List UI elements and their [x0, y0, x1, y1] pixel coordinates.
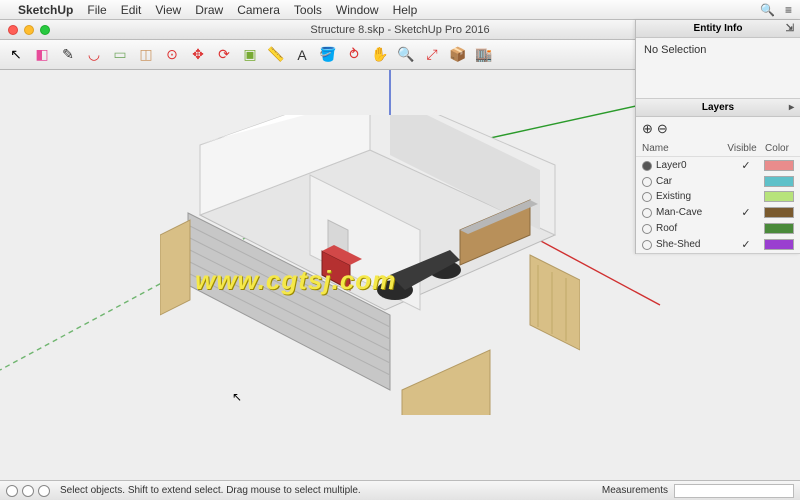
pan-tool[interactable]: ✋ — [370, 45, 390, 65]
eraser-tool[interactable]: ◧ — [32, 45, 52, 65]
layer-color-swatch[interactable] — [764, 160, 794, 171]
col-name[interactable]: Name — [642, 143, 724, 154]
menu-draw[interactable]: Draw — [195, 3, 223, 17]
layer-color-swatch[interactable] — [764, 207, 794, 218]
layer-color-swatch[interactable] — [764, 223, 794, 234]
layer-active-radio[interactable] — [642, 161, 652, 171]
layer-color-swatch[interactable] — [764, 191, 794, 202]
cursor-icon: ↖ — [232, 390, 242, 404]
layer-color-swatch[interactable] — [764, 239, 794, 250]
watermark-text: www.cgtsj.com — [195, 265, 396, 296]
layer-name[interactable]: Car — [656, 176, 728, 187]
orbit-tool[interactable]: ⥁ — [344, 45, 364, 65]
layer-active-radio[interactable] — [642, 240, 652, 250]
layer-name[interactable]: Man-Cave — [656, 207, 728, 218]
layers-columns: Name Visible Color — [636, 141, 800, 157]
layer-name[interactable]: Roof — [656, 223, 728, 234]
layer-active-radio[interactable] — [642, 208, 652, 218]
status-bar: Select objects. Shift to extend select. … — [0, 480, 800, 500]
layers-menu-icon[interactable]: ▸ — [789, 102, 794, 113]
layer-row-roof[interactable]: Roof — [636, 221, 800, 236]
push-pull-tool[interactable]: ◫ — [136, 45, 156, 65]
layer-name[interactable]: She-Shed — [656, 239, 728, 250]
app-name[interactable]: SketchUp — [18, 3, 73, 17]
layer-row-she-shed[interactable]: She-Shed✓ — [636, 236, 800, 253]
menu-help[interactable]: Help — [393, 3, 418, 17]
offset-tool[interactable]: ⊙ — [162, 45, 182, 65]
menu-window[interactable]: Window — [336, 3, 379, 17]
remove-layer-icon[interactable]: ⊖ — [657, 121, 668, 137]
layer-row-layer0[interactable]: Layer0✓ — [636, 157, 800, 174]
entity-info-body: No Selection — [636, 38, 800, 98]
pin-icon[interactable]: ⇲ — [786, 23, 794, 34]
rotate-tool[interactable]: ⟳ — [214, 45, 234, 65]
col-visible[interactable]: Visible — [724, 143, 760, 154]
menu-tools[interactable]: Tools — [294, 3, 322, 17]
search-icon[interactable]: 🔍 — [760, 3, 775, 17]
traffic-lights — [8, 25, 50, 35]
pencil-tool[interactable]: ✎ — [58, 45, 78, 65]
layer-active-radio[interactable] — [642, 192, 652, 202]
entity-info-panel: Entity Info ⇲ No Selection — [636, 20, 800, 99]
entity-info-title: Entity Info — [694, 23, 743, 34]
menu-camera[interactable]: Camera — [237, 3, 280, 17]
layer-row-existing[interactable]: Existing — [636, 189, 800, 204]
zoom-tool[interactable]: 🔍 — [396, 45, 416, 65]
layer-row-man-cave[interactable]: Man-Cave✓ — [636, 204, 800, 221]
warehouse-tool[interactable]: 🏬 — [474, 45, 494, 65]
status-geo-icon[interactable] — [6, 485, 18, 497]
add-layer-icon[interactable]: ⊕ — [642, 121, 653, 137]
layer-name[interactable]: Existing — [656, 191, 728, 202]
door-bottom — [402, 350, 490, 415]
entity-selection-text: No Selection — [644, 44, 706, 56]
menu-edit[interactable]: Edit — [121, 3, 142, 17]
layer-color-swatch[interactable] — [764, 176, 794, 187]
status-user-icon[interactable] — [22, 485, 34, 497]
layers-header[interactable]: Layers ▸ — [636, 99, 800, 117]
menu-icon[interactable]: ≡ — [785, 3, 792, 17]
mac-menubar: SketchUp File Edit View Draw Camera Tool… — [0, 0, 800, 20]
inspector-panel: Entity Info ⇲ No Selection Layers ▸ ⊕ ⊖ … — [635, 20, 800, 254]
layer-name[interactable]: Layer0 — [656, 160, 728, 171]
menu-view[interactable]: View — [155, 3, 181, 17]
components-tool[interactable]: 📦 — [448, 45, 468, 65]
door-left — [160, 220, 190, 315]
text-tool[interactable]: A — [292, 45, 312, 65]
layer-visible-checkbox[interactable]: ✓ — [728, 159, 764, 172]
rectangle-tool[interactable]: ▭ — [110, 45, 130, 65]
status-hint: Select objects. Shift to extend select. … — [60, 485, 361, 496]
layers-title: Layers — [702, 102, 734, 113]
col-color[interactable]: Color — [760, 143, 794, 154]
move-tool[interactable]: ✥ — [188, 45, 208, 65]
close-button[interactable] — [8, 25, 18, 35]
tape-tool[interactable]: 📏 — [266, 45, 286, 65]
maximize-button[interactable] — [40, 25, 50, 35]
minimize-button[interactable] — [24, 25, 34, 35]
select-arrow-tool[interactable]: ↖ — [6, 45, 26, 65]
layer-active-radio[interactable] — [642, 177, 652, 187]
measurements-label: Measurements — [602, 485, 668, 496]
scale-tool[interactable]: ▣ — [240, 45, 260, 65]
window-title: Structure 8.skp - SketchUp Pro 2016 — [310, 24, 489, 36]
layer-visible-checkbox[interactable]: ✓ — [728, 206, 764, 219]
menu-file[interactable]: File — [87, 3, 106, 17]
layers-panel: Layers ▸ ⊕ ⊖ Name Visible Color Layer0✓C… — [636, 99, 800, 254]
status-credit-icon[interactable] — [38, 485, 50, 497]
layer-visible-checkbox[interactable]: ✓ — [728, 238, 764, 251]
paint-tool[interactable]: 🪣 — [318, 45, 338, 65]
arc-tool[interactable]: ◡ — [84, 45, 104, 65]
zoom-extents-tool[interactable]: ⤢ — [422, 45, 442, 65]
layer-row-car[interactable]: Car — [636, 174, 800, 189]
layer-active-radio[interactable] — [642, 224, 652, 234]
entity-info-header[interactable]: Entity Info ⇲ — [636, 20, 800, 38]
measurements-input[interactable] — [674, 484, 794, 498]
